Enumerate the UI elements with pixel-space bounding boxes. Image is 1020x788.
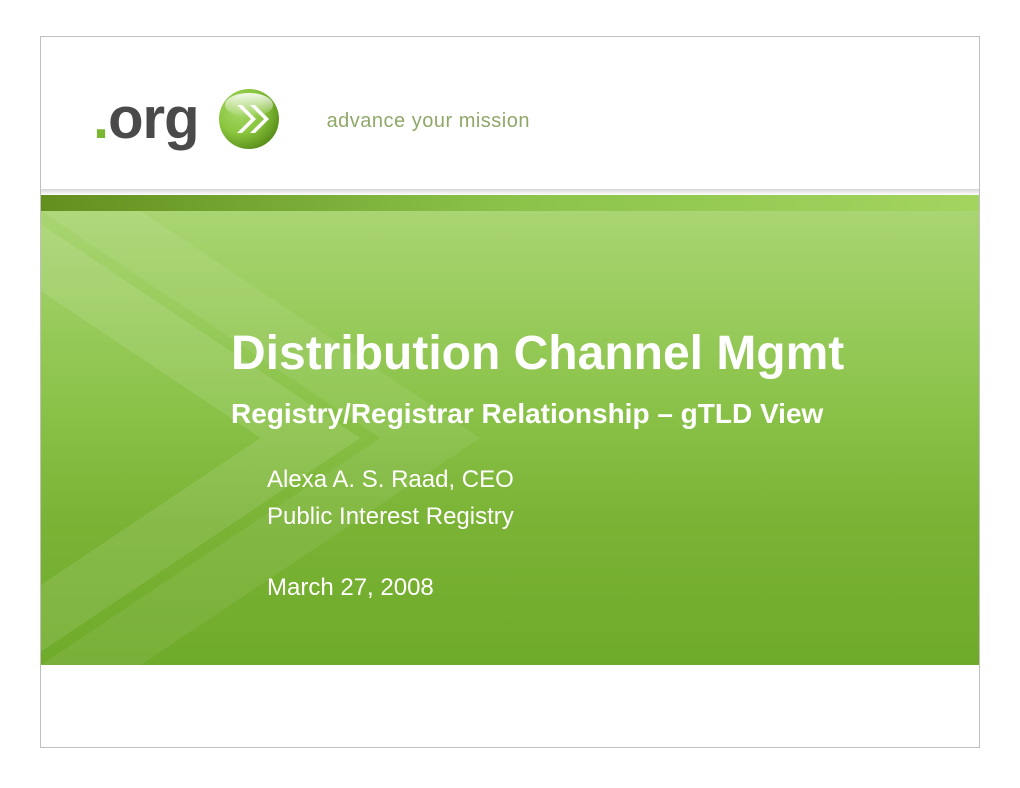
slide-footer	[41, 665, 979, 748]
logo-tagline: advance your mission	[327, 110, 530, 133]
slide-header: .org	[41, 37, 979, 189]
slide: .org	[40, 36, 980, 748]
slide-title: Distribution Channel Mgmt	[231, 329, 951, 379]
slide-date: March 27, 2008	[267, 569, 951, 606]
author-org: Public Interest Registry	[267, 498, 951, 535]
chevron-circle-icon	[217, 87, 281, 151]
separator-bar	[41, 189, 979, 211]
separator-gradient	[41, 195, 979, 211]
slide-subtitle: Registry/Registrar Relationship – gTLD V…	[231, 397, 951, 431]
title-panel: Distribution Channel Mgmt Registry/Regis…	[41, 211, 979, 665]
logo-dot: .	[93, 85, 108, 152]
logo-wordmark: .org	[93, 85, 199, 152]
author-block: Alexa A. S. Raad, CEO Public Interest Re…	[267, 461, 951, 607]
page: .org	[0, 0, 1020, 788]
content-block: Distribution Channel Mgmt Registry/Regis…	[231, 329, 951, 607]
logo-org: org	[108, 85, 198, 152]
logo: .org	[93, 85, 530, 152]
author-name: Alexa A. S. Raad, CEO	[267, 461, 951, 498]
